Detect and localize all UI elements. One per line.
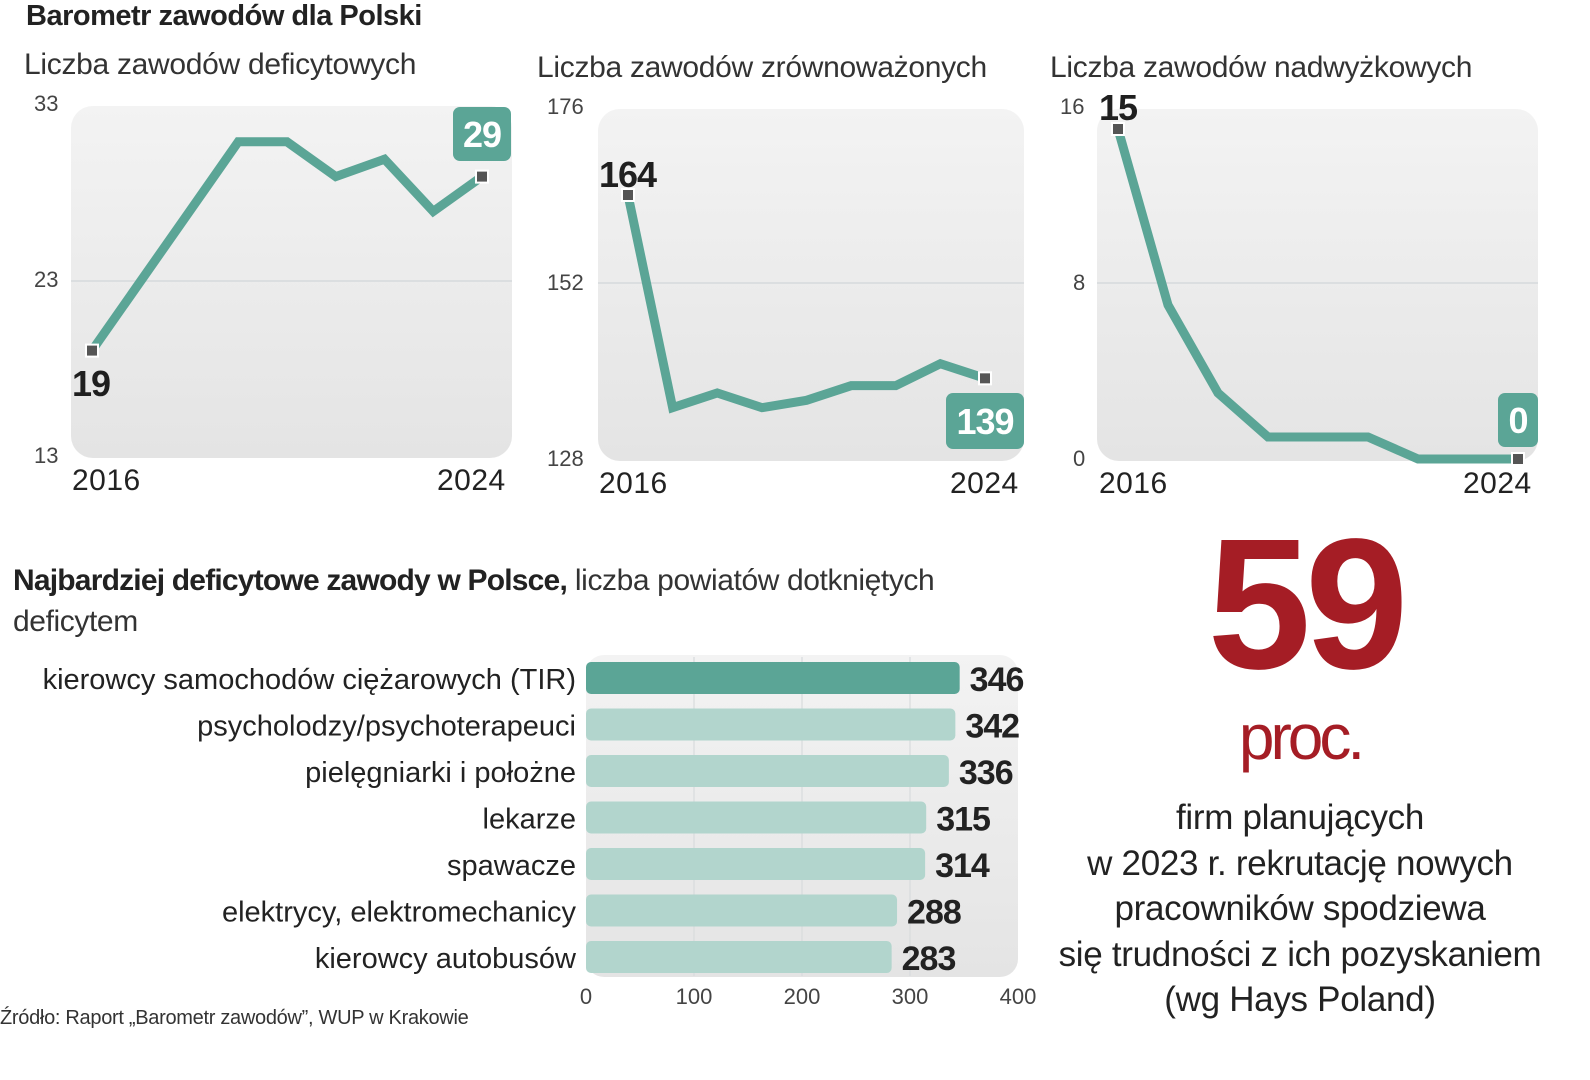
chart-title-surplus: Liczba zawodów nadwyżkowych: [1050, 51, 1473, 84]
endpoint-marker: [978, 371, 992, 386]
chart-title-balanced: Liczba zawodów zrównoważonych: [537, 51, 987, 84]
bar: [586, 755, 949, 787]
end-value-badge: [1498, 393, 1538, 447]
bar: [586, 941, 892, 973]
bar: [586, 801, 927, 834]
start-value-label: 15: [1099, 87, 1138, 128]
endpoint-marker: [621, 188, 635, 202]
endpoint-marker: [1111, 122, 1125, 136]
bar-chart-subtitle: liczba powiatów dotkniętych deficytem: [13, 564, 935, 638]
end-value-label: 29: [463, 114, 501, 155]
category-label: lekarze: [483, 804, 577, 836]
x-tick-label: 100: [676, 984, 713, 1009]
plot-background: [1097, 109, 1538, 461]
bar-chart-title-bold: Najbardziej deficytowe zawody w Polsce,: [13, 564, 568, 597]
callout-line: (wg Hays Poland): [1164, 980, 1436, 1019]
x-tick-label: 0: [580, 984, 592, 1009]
x-tick-end: 2024: [1463, 467, 1532, 500]
start-value-label: 164: [599, 154, 657, 195]
value-label: 346: [970, 661, 1024, 699]
series-line: [1113, 127, 1518, 464]
x-tick-label: 300: [892, 984, 929, 1009]
bar: [586, 662, 960, 694]
main-title: Barometr zawodów dla Polski: [26, 0, 422, 32]
y-tick-top: 16: [1060, 94, 1085, 119]
y-tick-mid: 23: [34, 267, 59, 292]
endpoint-marker: [475, 169, 489, 184]
value-label: 314: [935, 847, 990, 885]
callout-text: firm planujących w 2023 r. rekrutację no…: [1030, 795, 1570, 1023]
end-value-badge: [946, 393, 1024, 449]
callout-line: się trudności z ich pozyskaniem: [1058, 934, 1542, 974]
category-label: pielęgniarki i położne: [305, 757, 576, 789]
category-label: psycholodzy/psychoterapeuci: [197, 711, 576, 743]
value-label: 283: [902, 940, 956, 978]
value-label: 336: [959, 754, 1013, 792]
value-label: 315: [936, 801, 990, 839]
callout-line: w 2023 r. rekrutację nowych: [1087, 843, 1513, 883]
bar-chart-title: Najbardziej deficytowe zawody w Polsce, …: [13, 560, 1013, 642]
y-tick-mid: 8: [1073, 270, 1086, 295]
category-label: elektrycy, elektromechanicy: [222, 897, 577, 929]
end-value-label: 139: [956, 401, 1013, 442]
callout-number: 59: [1207, 501, 1409, 708]
x-tick-start: 2016: [599, 467, 668, 500]
callout-unit: proc.: [1238, 701, 1365, 773]
y-tick-mid: 152: [547, 270, 584, 295]
source-note: Źródło: Raport „Barometr zawodów”, WUP w…: [0, 1007, 469, 1029]
end-value-badge: [453, 107, 511, 161]
series-line: [623, 194, 987, 414]
bar: [586, 708, 956, 741]
bar: [586, 848, 926, 880]
callout-line: pracowników spodziewa: [1114, 889, 1486, 928]
line-chart-surplus: 15 0: [1097, 87, 1538, 466]
value-label: 288: [907, 894, 961, 932]
bar: [586, 894, 898, 927]
endpoint-marker: [85, 343, 99, 358]
x-tick-label: 400: [1000, 984, 1037, 1009]
value-label: 342: [965, 708, 1019, 746]
callout-line: firm planujących: [1175, 798, 1425, 837]
y-tick-bottom: 128: [547, 446, 584, 471]
x-tick-start: 2016: [1099, 467, 1168, 500]
x-tick-start: 2016: [72, 464, 141, 497]
end-value-label: 0: [1508, 400, 1527, 441]
series-line: [88, 137, 485, 354]
chart-title-deficit: Liczba zawodów deficytowych: [24, 48, 417, 81]
category-label: spawacze: [447, 850, 576, 882]
y-tick-bottom: 13: [34, 443, 59, 468]
category-label: kierowcy samochodów ciężarowych (TIR): [43, 664, 576, 696]
endpoint-marker: [1511, 452, 1525, 466]
line-chart-balanced: 164 139: [598, 154, 1024, 449]
y-tick-top: 33: [34, 91, 59, 116]
x-tick-end: 2024: [437, 464, 506, 497]
category-label: kierowcy autobusów: [315, 943, 577, 975]
y-tick-bottom: 0: [1073, 446, 1086, 471]
x-tick-label: 200: [784, 984, 821, 1009]
start-value-label: 19: [72, 363, 110, 404]
x-tick-end: 2024: [950, 467, 1019, 500]
y-tick-top: 176: [547, 94, 584, 119]
